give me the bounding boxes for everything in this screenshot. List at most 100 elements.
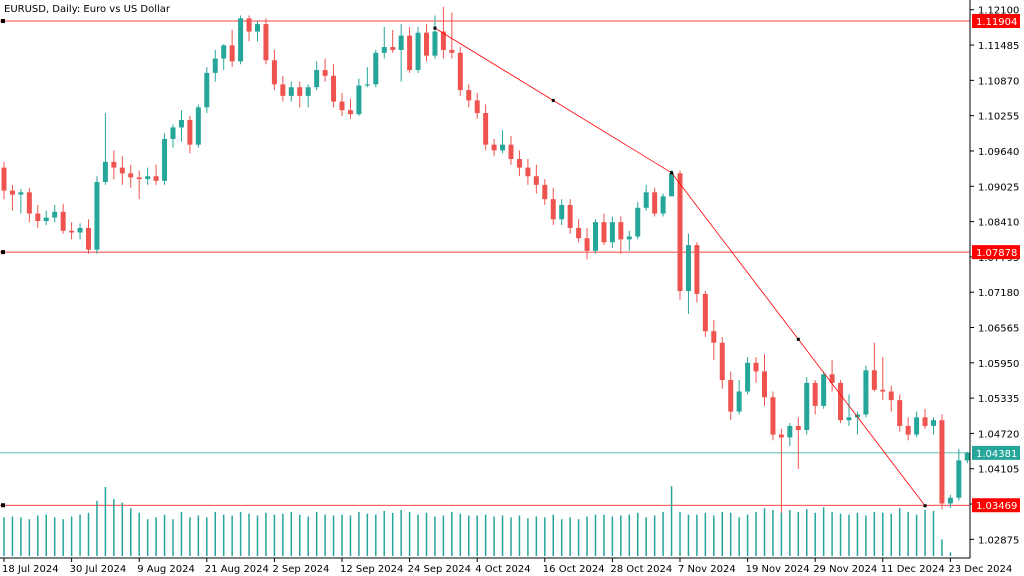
candle [905, 417, 911, 441]
candle-body [474, 100, 480, 114]
trendline-1-mid-handle[interactable] [551, 98, 555, 102]
level-1.11904-tag: 1.11904 [972, 13, 1020, 28]
candle [432, 15, 438, 59]
candle-body [863, 370, 869, 415]
candle-body [871, 370, 877, 390]
candle [424, 24, 429, 62]
candle [440, 6, 446, 59]
candle [643, 184, 649, 211]
candle-body [609, 222, 615, 243]
candle-body [466, 90, 472, 101]
candle [770, 391, 776, 441]
price-tag-label: 1.03469 [976, 501, 1017, 512]
candle [559, 199, 565, 226]
trendline-2-start-handle[interactable] [670, 171, 674, 175]
level-1.07878-tag: 1.07878 [972, 245, 1020, 260]
candle-body [778, 434, 784, 438]
candle [35, 204, 41, 228]
trendline-2-end-handle[interactable] [923, 504, 927, 508]
candle [339, 92, 345, 116]
candle-body [643, 192, 649, 208]
x-tick-label: 7 Nov 2024 [678, 564, 736, 575]
candle-body [356, 85, 362, 115]
candle [18, 188, 24, 214]
candle-body [322, 70, 328, 76]
candle-body [440, 31, 446, 50]
candle [550, 187, 556, 226]
candle-body [9, 190, 15, 195]
candle [939, 414, 945, 510]
x-tick-label: 2 Sep 2024 [272, 564, 329, 575]
candle-body [559, 204, 565, 220]
candle-body [770, 397, 776, 435]
candle [846, 394, 852, 426]
candle [508, 136, 514, 165]
candle-body [593, 222, 598, 251]
y-tick-label: 1.05335 [978, 394, 1019, 405]
candle-body [69, 230, 75, 233]
x-tick-label: 9 Aug 2024 [137, 564, 195, 575]
candle [922, 408, 928, 429]
candle-body [931, 420, 936, 426]
trendline-1-start-handle[interactable] [433, 26, 437, 30]
candle-body [43, 217, 49, 222]
candle-body [305, 87, 311, 96]
candle [812, 380, 818, 415]
y-tick-label: 1.10255 [978, 112, 1019, 123]
candle [221, 44, 227, 71]
candle-body [795, 425, 801, 430]
candle-body [364, 84, 370, 86]
axes [0, 0, 971, 559]
x-tick-label: 29 Nov 2024 [813, 564, 877, 575]
candle [474, 92, 480, 119]
candle-body [897, 400, 903, 426]
candle [576, 219, 582, 243]
y-tick-label: 1.11485 [978, 41, 1019, 52]
candle [567, 199, 573, 234]
candle [829, 359, 835, 392]
candle-body [947, 497, 953, 504]
x-tick-label: 16 Oct 2024 [543, 564, 605, 575]
price-tag-box [972, 445, 1020, 460]
level-1.03469-anchor[interactable] [1, 503, 5, 508]
candle [525, 159, 531, 185]
candle-body [398, 35, 404, 50]
y-tick-label: 1.07180 [978, 288, 1019, 299]
price-tag-label: 1.11904 [976, 17, 1017, 28]
candle [711, 319, 717, 360]
candle-body [457, 52, 463, 91]
candle-body [297, 87, 303, 96]
candle-body [35, 213, 41, 222]
candle [102, 113, 108, 185]
level-1.07878-anchor[interactable] [1, 250, 5, 255]
candle-body [846, 417, 852, 421]
candle-body [314, 70, 320, 88]
candle-body [94, 181, 100, 250]
trendline-2-mid-handle[interactable] [796, 337, 800, 341]
candle [314, 61, 320, 91]
candle [356, 78, 362, 116]
candle [153, 164, 159, 185]
candle [702, 291, 708, 337]
price-tag-box [972, 498, 1020, 513]
candle [449, 12, 455, 59]
candle-body [119, 167, 125, 174]
candle-body [702, 293, 708, 332]
candle [652, 187, 658, 217]
candle-body [905, 425, 911, 435]
candle-body [508, 144, 514, 160]
level-1.11904-anchor[interactable] [1, 18, 5, 23]
candle [888, 385, 894, 412]
y-tick-label: 1.05950 [978, 359, 1019, 370]
candle-body [669, 173, 675, 197]
candle [86, 219, 91, 254]
candle [626, 230, 632, 251]
candle [322, 58, 328, 82]
candle [964, 451, 970, 464]
candle [694, 242, 700, 303]
candle [660, 193, 666, 217]
y-tick-label: 1.09640 [978, 147, 1019, 158]
candle-body [964, 452, 970, 461]
candle-body [263, 24, 269, 61]
x-tick-label: 4 Oct 2024 [475, 564, 530, 575]
